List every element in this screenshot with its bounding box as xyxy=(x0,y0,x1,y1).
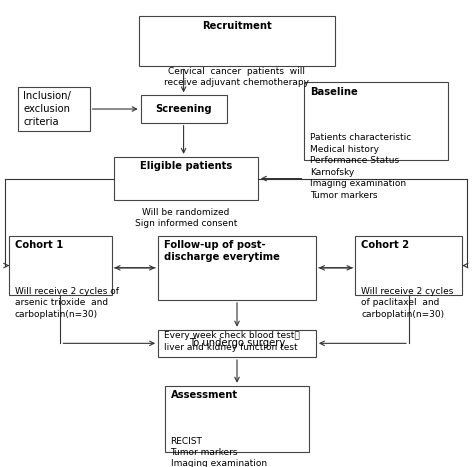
Text: Baseline: Baseline xyxy=(310,87,358,97)
Text: Assessment: Assessment xyxy=(171,390,237,400)
FancyBboxPatch shape xyxy=(158,330,316,357)
Text: To undergo surgery: To undergo surgery xyxy=(189,338,285,348)
Text: Every week check blood test、
liver and kidney function test: Every week check blood test、 liver and k… xyxy=(164,331,300,352)
Text: Cervical  cancer  patients  will
receive adjuvant chemotherapy: Cervical cancer patients will receive ad… xyxy=(164,67,310,87)
FancyBboxPatch shape xyxy=(9,236,111,295)
Text: Will receive 2 cycles
of paclitaxel  and
carboplatin(n=30): Will receive 2 cycles of paclitaxel and … xyxy=(361,287,454,318)
Text: Follow-up of post-
discharge everytime: Follow-up of post- discharge everytime xyxy=(164,241,280,262)
Text: Will receive 2 cycles of
arsenic trioxide  and
carboplatin(n=30): Will receive 2 cycles of arsenic trioxid… xyxy=(15,287,119,318)
Text: Cohort 1: Cohort 1 xyxy=(15,241,64,250)
Text: RECIST
Tumor markers
Imaging examination
CTCAE: RECIST Tumor markers Imaging examination… xyxy=(171,437,267,467)
FancyBboxPatch shape xyxy=(356,236,462,295)
FancyBboxPatch shape xyxy=(165,386,309,452)
FancyBboxPatch shape xyxy=(18,87,90,131)
Text: Will be randomized
Sign informed consent: Will be randomized Sign informed consent xyxy=(135,208,237,228)
Text: Patients characteristic
Medical history
Performance Status
Karnofsky
Imaging exa: Patients characteristic Medical history … xyxy=(310,134,411,199)
Text: Inclusion/
exclusion
criteria: Inclusion/ exclusion criteria xyxy=(23,91,71,127)
Text: Recruitment: Recruitment xyxy=(202,21,272,31)
FancyBboxPatch shape xyxy=(139,16,335,66)
FancyBboxPatch shape xyxy=(141,95,227,123)
FancyBboxPatch shape xyxy=(158,236,316,300)
Text: Eligible patients: Eligible patients xyxy=(140,162,232,171)
FancyBboxPatch shape xyxy=(304,83,448,160)
Text: Screening: Screening xyxy=(155,104,212,114)
Text: Cohort 2: Cohort 2 xyxy=(361,241,409,250)
FancyBboxPatch shape xyxy=(114,157,258,200)
